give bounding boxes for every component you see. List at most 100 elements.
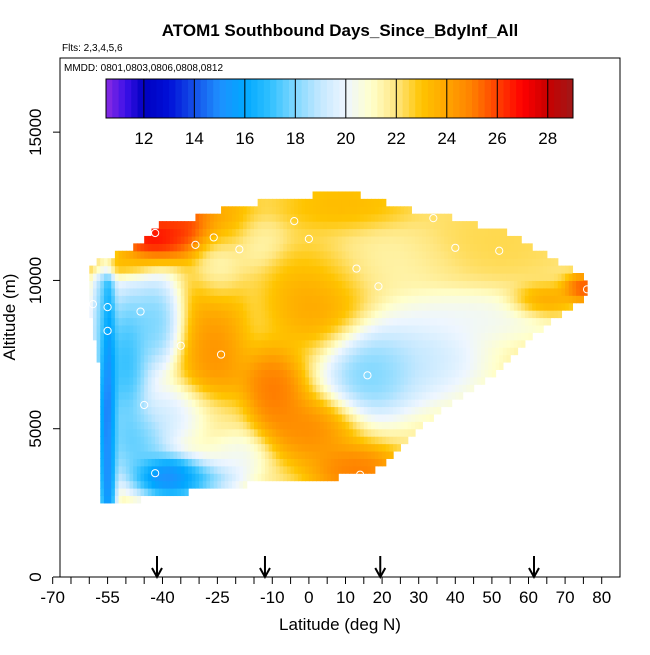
heatmap-cell	[257, 413, 262, 422]
heatmap-cell	[312, 428, 317, 437]
heatmap-cell	[283, 406, 288, 415]
heatmap-cell	[488, 310, 493, 319]
heatmap-cell	[140, 347, 145, 356]
heatmap-cell	[301, 280, 306, 289]
heatmap-cell	[312, 206, 317, 215]
heatmap-cell	[268, 361, 273, 370]
heatmap-cell	[462, 310, 467, 319]
heatmap-cell	[232, 361, 237, 370]
colorbar-swatch	[131, 79, 139, 118]
heatmap-cell	[114, 450, 120, 459]
heatmap-cell	[352, 221, 358, 230]
heatmap-cell	[385, 339, 391, 348]
heatmap-cell	[462, 324, 467, 333]
heatmap-cell	[349, 443, 354, 452]
heatmap-cell	[100, 450, 105, 459]
heatmap-cell	[257, 324, 262, 333]
heatmap-cell	[319, 465, 325, 474]
heatmap-cell	[378, 310, 383, 319]
heatmap-cell	[352, 273, 358, 282]
heatmap-cell	[107, 273, 112, 282]
heatmap-cell	[100, 339, 105, 348]
heatmap-cell	[367, 221, 372, 230]
heatmap-cell	[382, 361, 387, 370]
heatmap-cell	[100, 473, 105, 482]
heatmap-cell	[111, 421, 116, 430]
heatmap-cell	[188, 421, 193, 430]
heatmap-cell	[199, 287, 204, 296]
heatmap-cell	[89, 295, 94, 304]
heatmap-cell	[532, 324, 537, 333]
heatmap-cell	[250, 436, 255, 445]
heatmap-cell	[374, 228, 380, 237]
heatmap-cell	[162, 369, 167, 378]
heatmap-cell	[169, 273, 175, 282]
heatmap-cell	[455, 287, 460, 296]
heatmap-cell	[338, 465, 343, 474]
heatmap-cell	[396, 332, 401, 341]
heatmap-cell	[349, 465, 354, 474]
heatmap-cell	[257, 265, 262, 274]
heatmap-cell	[308, 213, 314, 222]
heatmap-cell	[565, 295, 570, 304]
heatmap-cell	[546, 295, 552, 304]
heatmap-cell	[92, 273, 98, 282]
heatmap-cell	[488, 295, 493, 304]
heatmap-cell	[257, 421, 262, 430]
heatmap-cell	[319, 250, 325, 259]
heatmap-cell	[480, 280, 486, 289]
heatmap-cell	[290, 436, 295, 445]
heatmap-cell	[297, 399, 303, 408]
heatmap-cell	[338, 324, 343, 333]
heatmap-cell	[191, 332, 197, 341]
heatmap-cell	[184, 354, 189, 363]
heatmap-cell	[440, 376, 445, 385]
heatmap-cell	[473, 310, 478, 319]
heatmap-cell	[411, 317, 416, 326]
heatmap-cell	[458, 250, 464, 259]
heatmap-cell	[316, 391, 321, 400]
heatmap-cell	[349, 235, 354, 244]
heatmap-cell	[96, 317, 101, 326]
heatmap-cell	[224, 273, 229, 282]
heatmap-cell	[316, 250, 321, 259]
colorbar-swatch	[465, 79, 473, 118]
heatmap-cell	[224, 369, 229, 378]
heatmap-cell	[477, 310, 482, 319]
heatmap-cell	[250, 228, 255, 237]
heatmap-cell	[151, 228, 156, 237]
heatmap-cell	[144, 310, 149, 319]
heatmap-cell	[166, 339, 171, 348]
heatmap-cell	[107, 287, 112, 296]
heatmap-cell	[436, 332, 442, 341]
heatmap-cell	[155, 376, 160, 385]
heatmap-cell	[480, 317, 486, 326]
heatmap-cell	[363, 421, 369, 430]
heatmap-cell	[385, 399, 391, 408]
heatmap-cell	[371, 391, 376, 400]
heatmap-cell	[184, 265, 189, 274]
heatmap-cell	[283, 347, 288, 356]
heatmap-cell	[374, 317, 380, 326]
heatmap-cell	[502, 302, 508, 311]
heatmap-cell	[367, 287, 372, 296]
heatmap-cell	[264, 265, 270, 274]
heatmap-cell	[224, 450, 229, 459]
heatmap-cell	[107, 258, 112, 267]
heatmap-cell	[294, 391, 299, 400]
heatmap-cell	[440, 258, 445, 267]
heatmap-cell	[169, 361, 175, 370]
heatmap-cell	[393, 436, 398, 445]
heatmap-cell	[367, 458, 372, 467]
heatmap-cell	[155, 450, 160, 459]
heatmap-cell	[334, 339, 339, 348]
heatmap-cell	[235, 480, 240, 489]
heatmap-cell	[246, 458, 251, 467]
heatmap-cell	[114, 428, 120, 437]
heatmap-cell	[188, 443, 193, 452]
heatmap-cell	[169, 295, 175, 304]
heatmap-cell	[151, 280, 156, 289]
heatmap-cell	[330, 406, 336, 415]
heatmap-cell	[352, 206, 358, 215]
heatmap-cell	[334, 413, 339, 422]
